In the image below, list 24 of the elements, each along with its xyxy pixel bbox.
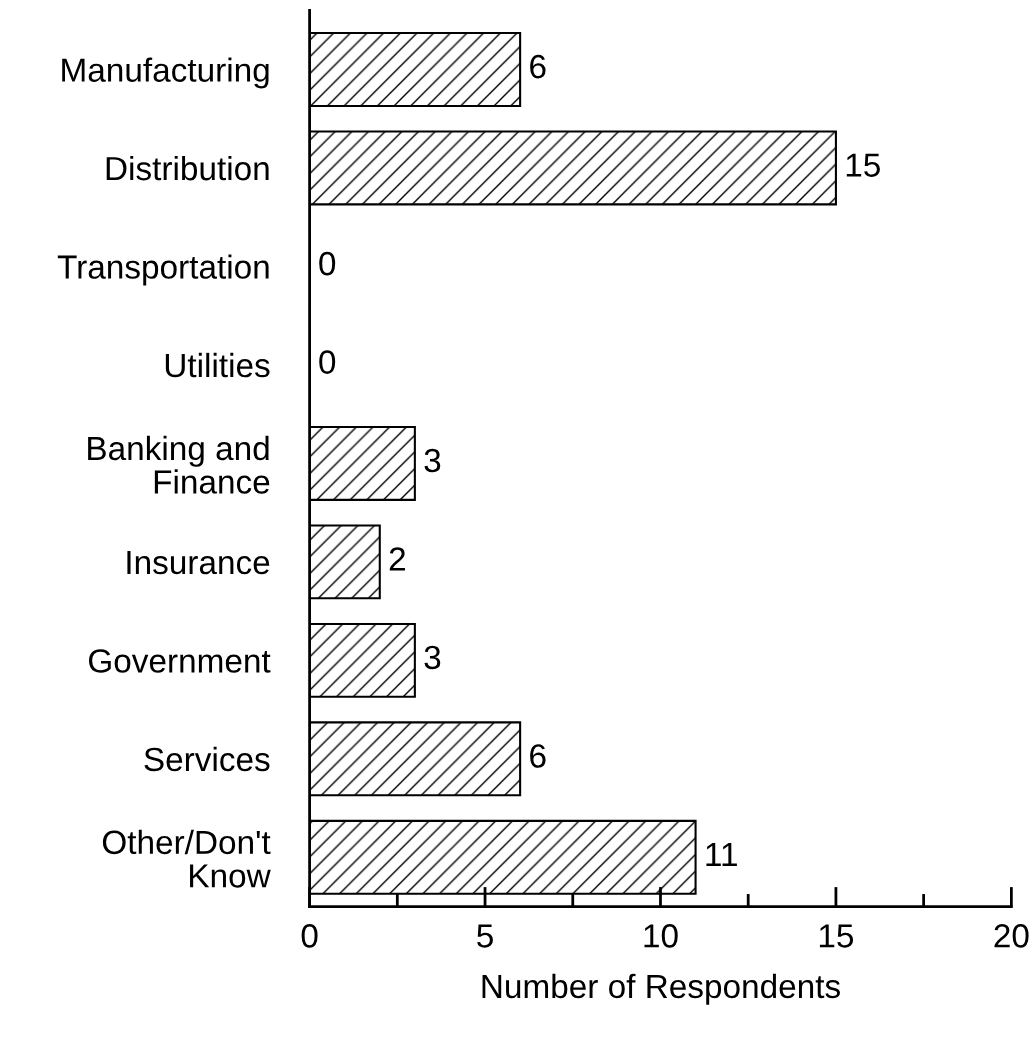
x-tick-label: 20 [994, 924, 1029, 948]
x-tick-label: 15 [819, 924, 854, 948]
y-tick-label: Other/Don't Know [102, 829, 271, 888]
data-label: 15 [846, 153, 880, 177]
y-tick-label: Utilities [165, 352, 270, 378]
y-tick-label: Services [144, 746, 270, 772]
data-label: 6 [530, 744, 546, 768]
data-label: 11 [706, 842, 737, 866]
y-tick-label: Insurance [127, 551, 270, 575]
data-label: 0 [319, 350, 336, 374]
x-tick-label: 5 [477, 924, 493, 948]
y-tick-label: Manufacturing [62, 57, 269, 89]
data-label: 2 [389, 547, 405, 571]
x-tick-label: 10 [644, 924, 678, 948]
data-label: 6 [530, 54, 546, 79]
x-axis-title: Number of Respondents [482, 973, 840, 1005]
y-tick-label: Government [88, 649, 271, 673]
y-tick-label: Distribution [106, 155, 269, 181]
data-label: 3 [424, 645, 441, 670]
y-tick-label: Banking and Finance [88, 435, 270, 494]
x-tick-label: 0 [301, 924, 318, 948]
data-label: 3 [424, 448, 441, 473]
data-label: 0 [319, 251, 336, 276]
y-tick-label: Transportation [57, 254, 269, 286]
